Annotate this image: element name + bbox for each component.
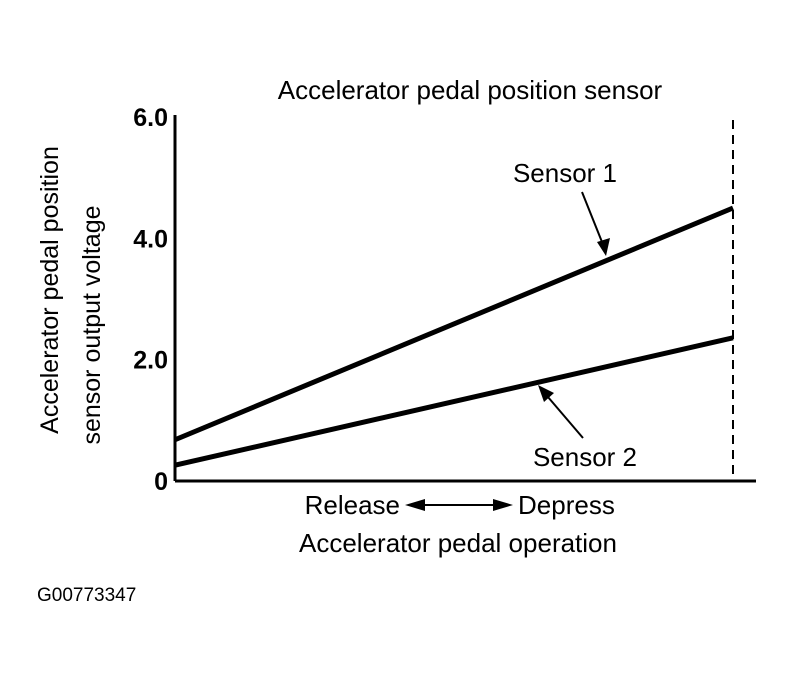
arrowhead-left [405,499,425,511]
y-axis-label-line1: Accelerator pedal position [36,146,64,434]
series-label-sensor-2: Sensor 2 [533,442,637,472]
sensor-1-arrowhead [597,238,610,256]
chart-title: Accelerator pedal position sensor [278,75,663,105]
arrowhead-right [493,499,513,511]
y-tick-label: 2.0 [133,347,168,375]
series-line-sensor-2 [174,335,734,468]
x-axis-label: Accelerator pedal operation [299,528,617,558]
sensor-2-arrowhead [538,385,554,402]
x-endpoint-depress: Depress [518,490,615,520]
y-tick-label: 0 [154,468,168,496]
sensor-2-pointer-arrow [541,389,584,439]
y-tick-label: 6.0 [133,104,168,132]
figure-id: G00773347 [37,585,136,606]
y-tick-label: 4.0 [133,225,168,253]
x-endpoint-release: Release [305,490,400,520]
series-label-sensor-1: Sensor 1 [513,158,617,188]
series-line-sensor-1 [174,205,734,443]
y-axis-label-line2: sensor output voltage [78,205,106,444]
